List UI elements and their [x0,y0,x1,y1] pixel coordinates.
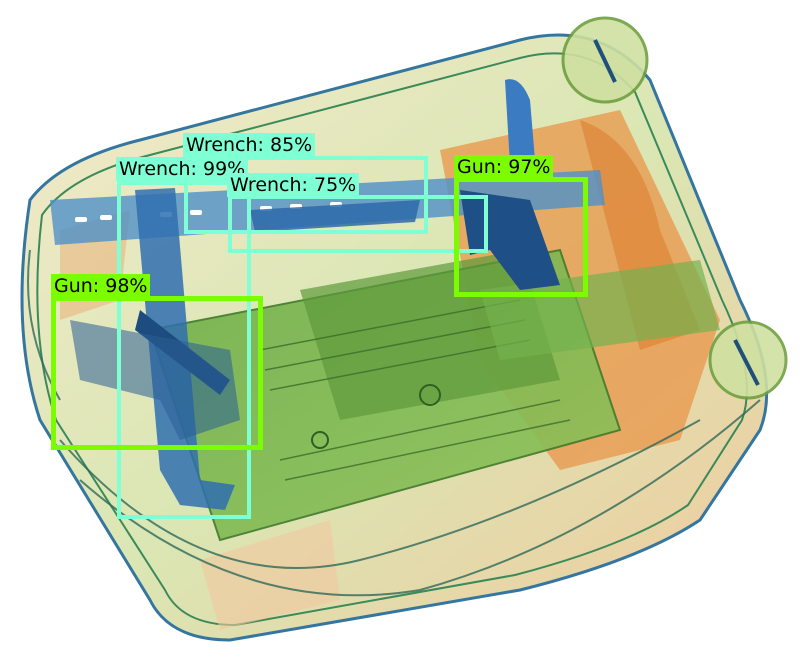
detection-label-gun-98: Gun: 98% [51,274,151,298]
detection-label-wrench-75: Wrench: 75% [227,173,360,197]
detection-label-gun-97: Gun: 97% [454,155,554,179]
detection-box-wrench-75 [228,195,488,253]
detection-label-wrench-99: Wrench: 99% [116,157,249,181]
detection-box-gun-98 [51,296,263,450]
suitcase-wheels [561,16,788,400]
detection-box-wrench-99 [117,181,251,519]
detection-box-gun-97 [454,177,588,297]
detection-label-wrench-85: Wrench: 85% [183,133,316,157]
